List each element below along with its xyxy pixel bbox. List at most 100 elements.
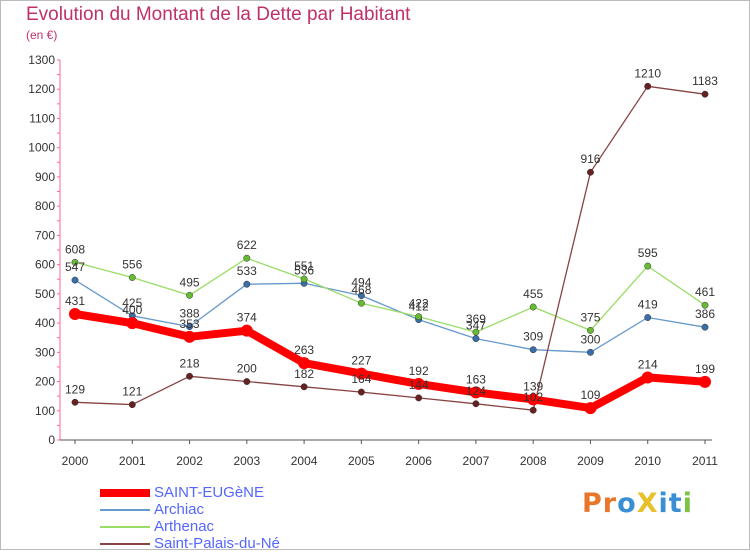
data-point	[186, 291, 193, 299]
data-point	[357, 292, 365, 300]
data-label: 353	[180, 317, 200, 331]
logo-letter: r	[602, 488, 618, 519]
data-label: 547	[65, 260, 85, 274]
data-label: 455	[523, 287, 543, 301]
y-tick-label: 1100	[29, 111, 55, 125]
data-point	[300, 275, 308, 283]
data-label: 374	[237, 311, 257, 325]
data-label: 1210	[634, 66, 661, 80]
data-label: 163	[466, 372, 486, 386]
data-label: 129	[65, 382, 85, 396]
logo-letter: t	[668, 488, 683, 519]
legend-item: Arthenac	[100, 518, 280, 535]
data-point	[469, 386, 482, 399]
data-point	[412, 377, 425, 390]
legend-label: Archiac	[154, 501, 205, 518]
data-label: 199	[695, 362, 715, 376]
x-tick-label: 2001	[119, 454, 146, 468]
data-point	[243, 254, 251, 262]
data-point	[587, 348, 594, 356]
data-label: 1183	[692, 74, 718, 88]
chart-title: Evolution du Montant de la Dette par Hab…	[26, 4, 411, 25]
data-point	[644, 262, 652, 270]
x-tick-label: 2009	[577, 454, 604, 468]
data-point	[529, 406, 537, 414]
y-tick-label: 500	[35, 287, 55, 301]
data-label: 533	[237, 264, 257, 278]
data-label: 461	[695, 285, 715, 299]
data-label: 192	[409, 364, 429, 378]
y-tick-label: 200	[35, 375, 55, 389]
x-tick-label: 2010	[634, 454, 661, 468]
data-label: 556	[122, 257, 142, 271]
data-point	[128, 401, 136, 409]
chart-subtitle: (en €)	[26, 28, 58, 42]
series-line	[71, 310, 709, 413]
data-label: 386	[695, 307, 715, 321]
data-point	[472, 328, 480, 336]
data-point	[701, 301, 709, 309]
y-tick-label: 900	[35, 170, 55, 184]
x-tick-label: 2008	[520, 454, 547, 468]
x-tick-label: 2005	[348, 454, 375, 468]
data-point	[415, 313, 423, 321]
logo-letter: i	[658, 488, 669, 519]
data-point	[298, 357, 311, 370]
x-tick-label: 2003	[233, 454, 260, 468]
data-point	[587, 326, 594, 334]
data-point	[529, 346, 537, 354]
x-tick-label: 2011	[692, 454, 718, 468]
logo-letter: o	[617, 488, 637, 519]
data-point	[701, 90, 709, 98]
data-point	[71, 276, 79, 284]
data-point	[472, 335, 480, 343]
logo-letter: P	[582, 488, 603, 519]
legend-swatch	[100, 488, 150, 497]
x-tick-label: 2007	[463, 454, 490, 468]
data-label: 431	[65, 294, 85, 308]
data-point	[126, 317, 139, 330]
y-tick-label: 400	[35, 316, 55, 330]
series-line	[74, 257, 706, 333]
data-point	[644, 82, 652, 90]
data-label: 468	[351, 283, 371, 297]
legend-label: SAINT-EUGèNE	[154, 484, 265, 501]
data-label: 109	[580, 388, 600, 402]
x-tick-label: 2006	[405, 454, 432, 468]
legend-item: Saint-Palais-du-Né	[100, 535, 280, 552]
data-label: 200	[237, 362, 257, 376]
data-point	[71, 398, 79, 406]
data-label: 214	[638, 357, 658, 371]
legend-swatch	[100, 508, 150, 511]
data-label: 309	[523, 330, 543, 344]
y-tick-label: 1300	[28, 53, 55, 67]
data-label: 144	[409, 378, 429, 392]
y-tick-label: 1000	[28, 141, 55, 155]
data-label: 102	[523, 390, 543, 404]
y-tick-label: 800	[35, 199, 55, 213]
data-label: 124	[466, 384, 486, 398]
data-label: 218	[180, 356, 200, 370]
data-label: 412	[409, 300, 429, 314]
y-tick-label: 600	[35, 258, 55, 272]
data-point	[128, 274, 136, 281]
data-point	[644, 314, 652, 321]
data-point	[300, 383, 308, 391]
data-label: 347	[466, 319, 486, 333]
x-tick-label: 2004	[291, 454, 318, 468]
data-point	[243, 378, 251, 385]
data-point	[587, 168, 594, 176]
data-label: 139	[523, 379, 543, 393]
data-point	[186, 323, 193, 331]
data-point	[584, 402, 597, 415]
data-point	[69, 308, 81, 321]
y-tick-label: 700	[35, 228, 55, 242]
logo-letter: i	[682, 488, 693, 519]
data-label: 164	[351, 372, 371, 386]
data-label: 916	[580, 152, 600, 166]
y-tick-label: 300	[35, 345, 55, 359]
chart-axes: 0 100 200 300 400 500 600 700 800 900 1000 1100 1200…	[28, 53, 718, 468]
legend-swatch	[100, 542, 150, 545]
data-label: 388	[180, 307, 200, 321]
data-label: 551	[294, 259, 314, 273]
